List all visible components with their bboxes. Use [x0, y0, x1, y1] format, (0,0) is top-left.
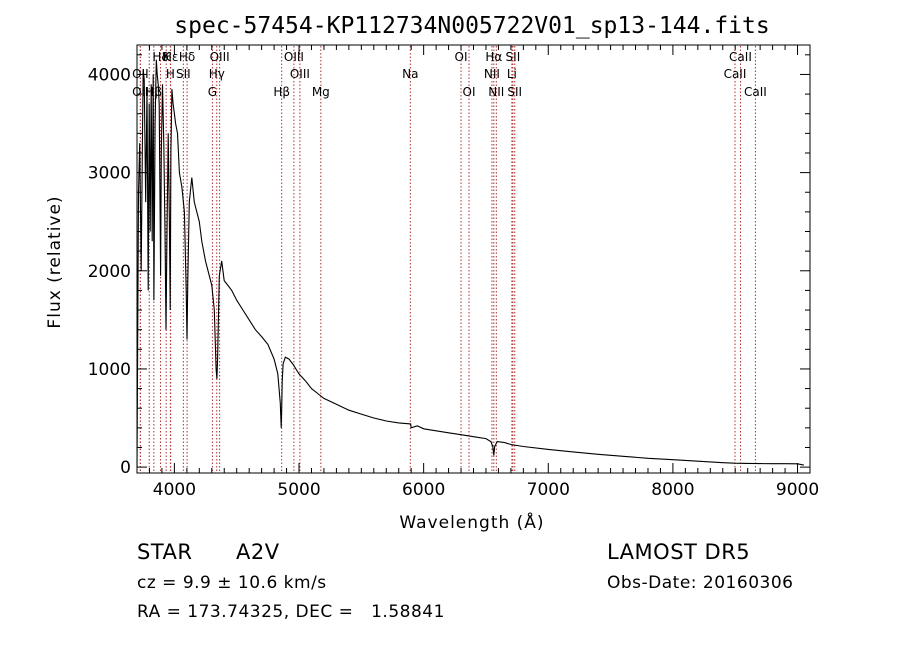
line-label-15: Na [402, 67, 418, 81]
line-label-28: CaII [744, 85, 767, 99]
line-label-5: OIII [284, 50, 304, 64]
coordinates-readout: RA = 173.74325, DEC = 1.58841 [137, 602, 445, 622]
line-label-21: H [145, 85, 154, 99]
line-label-13: Hγ [209, 67, 225, 81]
x-tick-label-4: 8000 [651, 480, 694, 500]
line-label-11: H [166, 67, 175, 81]
x-tick-label-2: 6000 [402, 480, 445, 500]
redshift-readout: cz = 9.9 ± 10.6 km/s [137, 573, 327, 593]
line-label-4: OIII [210, 50, 230, 64]
line-label-2: K [162, 50, 171, 64]
obs-date: Obs-Date: 20160306 [607, 573, 794, 593]
line-label-18: CaII [724, 67, 747, 81]
y-tick-label-3: 3000 [88, 164, 131, 184]
survey-name: LAMOST DR5 [607, 540, 751, 564]
x-tick-label-5: 9000 [776, 480, 819, 500]
x-tick-label-3: 7000 [527, 480, 570, 500]
y-tick-label-1: 1000 [88, 360, 131, 380]
line-label-9: CaII [729, 50, 752, 64]
line-label-24: Mg [312, 85, 330, 99]
line-label-25: OI [463, 85, 476, 99]
line-label-3: Hδ [179, 50, 195, 64]
x-tick-label-1: 5000 [277, 480, 320, 500]
x-axis-label: Wavelength (Å) [399, 511, 544, 533]
spectrum-line [136, 59, 804, 468]
chart-title: spec-57454-KP112734N005722V01_sp13-144.f… [174, 13, 769, 39]
line-label-8: SII [506, 50, 521, 64]
x-tick-label-0: 4000 [153, 480, 196, 500]
y-tick-label-0: 0 [120, 458, 131, 478]
line-label-17: Li [507, 67, 517, 81]
line-label-27: SII [507, 85, 522, 99]
y-axis-label: Flux (relative) [45, 195, 65, 328]
y-tick-label-4: 4000 [88, 65, 131, 85]
line-label-16: NII [484, 67, 500, 81]
line-label-6: OI [455, 50, 468, 64]
line-label-12: SII [176, 67, 191, 81]
line-label-14: OIII [290, 67, 310, 81]
x-axis: 4000 5000 6000 7000 8000 9000 [148, 45, 819, 500]
y-tick-label-2: 2000 [88, 262, 131, 282]
line-label-23: Hβ [273, 85, 290, 99]
object-class: STAR [137, 540, 193, 564]
y-axis: 0 1000 2000 3000 4000 [88, 54, 810, 478]
line-label-26: NII [488, 85, 504, 99]
plot-frame [136, 44, 811, 474]
line-label-7: Hα [485, 50, 502, 64]
line-label-22: G [208, 85, 217, 99]
object-subclass: A2V [236, 540, 280, 564]
spectrum-plot: spec-57454-KP112734N005722V01_sp13-144.f… [45, 13, 819, 533]
line-markers [139, 46, 756, 472]
